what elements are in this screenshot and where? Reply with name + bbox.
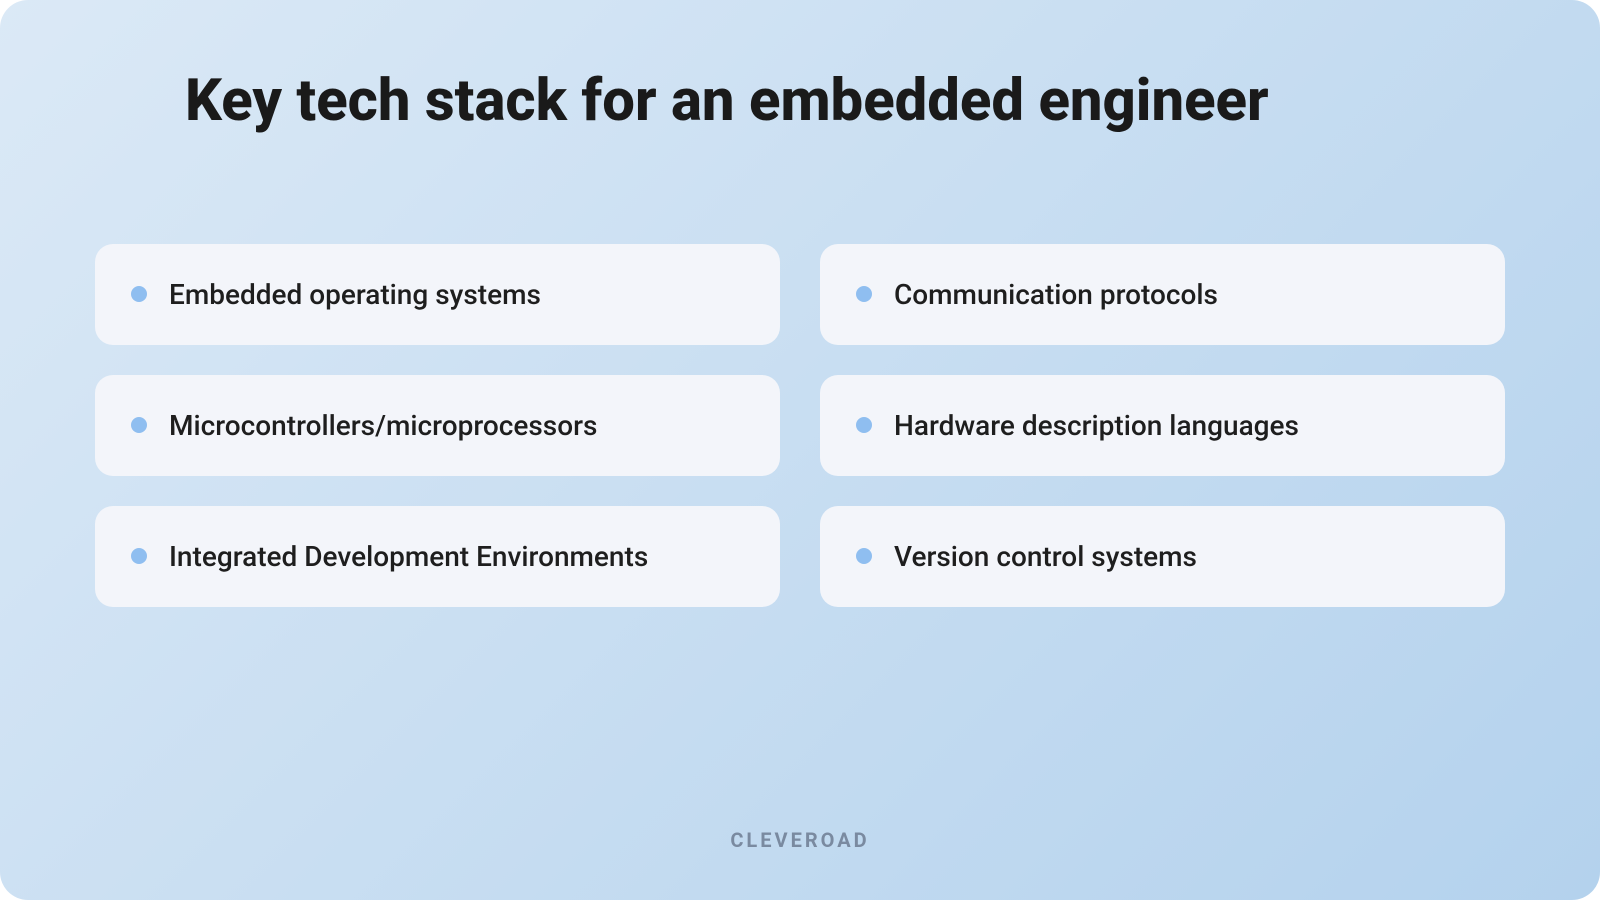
infographic-slide: Key tech stack for an embedded engineer … bbox=[0, 0, 1600, 900]
list-item: Microcontrollers/microprocessors bbox=[95, 375, 780, 476]
list-item: Integrated Development Environments bbox=[95, 506, 780, 607]
footer-brand: CLEVEROAD bbox=[0, 828, 1600, 852]
slide-title: Key tech stack for an embedded engineer bbox=[95, 70, 1505, 134]
bullet-icon bbox=[856, 417, 872, 433]
items-grid: Embedded operating systems Communication… bbox=[95, 244, 1505, 607]
list-item: Hardware description languages bbox=[820, 375, 1505, 476]
item-label: Embedded operating systems bbox=[169, 278, 541, 311]
bullet-icon bbox=[856, 548, 872, 564]
item-label: Integrated Development Environments bbox=[169, 540, 648, 573]
bullet-icon bbox=[131, 548, 147, 564]
bullet-icon bbox=[856, 286, 872, 302]
list-item: Embedded operating systems bbox=[95, 244, 780, 345]
item-label: Communication protocols bbox=[894, 278, 1218, 311]
item-label: Version control systems bbox=[894, 540, 1197, 573]
bullet-icon bbox=[131, 417, 147, 433]
item-label: Microcontrollers/microprocessors bbox=[169, 409, 597, 442]
item-label: Hardware description languages bbox=[894, 409, 1299, 442]
bullet-icon bbox=[131, 286, 147, 302]
list-item: Communication protocols bbox=[820, 244, 1505, 345]
list-item: Version control systems bbox=[820, 506, 1505, 607]
